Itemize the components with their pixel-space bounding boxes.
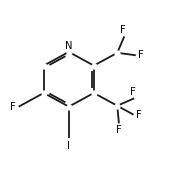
Text: F: F bbox=[138, 50, 144, 60]
Text: F: F bbox=[121, 25, 126, 35]
Text: F: F bbox=[136, 110, 142, 120]
Text: N: N bbox=[65, 41, 73, 51]
Text: I: I bbox=[67, 141, 70, 151]
Text: F: F bbox=[130, 87, 136, 97]
Text: F: F bbox=[116, 125, 122, 135]
Text: F: F bbox=[10, 102, 16, 112]
